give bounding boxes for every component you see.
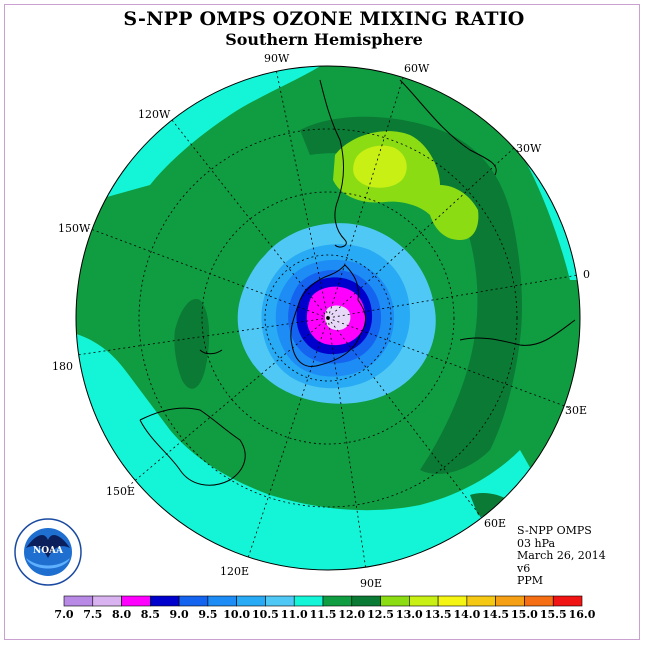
lon-label-150e: 150E [106, 485, 136, 498]
colorbar-tick-label: 8.0 [112, 608, 131, 621]
colorbar-tick-label: 15.5 [540, 608, 567, 621]
new-zealand-coast [199, 349, 223, 355]
info-instrument: S-NPP OMPS [517, 524, 592, 537]
map-title: S-NPP OMPS OZONE MIXING RATIO [123, 8, 525, 30]
meridian-180 [76, 317, 329, 356]
latitude-circle-2 [201, 191, 455, 445]
lon-label-180: 180 [52, 360, 73, 373]
colorbar-swatch [322, 595, 353, 607]
colorbar-swatch [92, 595, 122, 607]
lon-label-60e: 60E [484, 517, 507, 530]
colorbar-tick-label: 9.5 [198, 608, 217, 621]
lon-label-120w: 120W [138, 108, 171, 121]
meridian-60e [327, 317, 483, 519]
colorbar-tick-label: 11.5 [310, 608, 337, 621]
info-version: v6 [517, 561, 531, 575]
south-america-coast [319, 79, 347, 248]
colorbar-tick-label: 11.0 [281, 608, 308, 621]
colorbar-tick-label: 13.5 [425, 608, 452, 621]
colorbar-swatch [63, 595, 94, 607]
contour-13-0 [353, 145, 407, 188]
meridian-30e [327, 317, 571, 409]
lon-label-60w: 60W [404, 62, 430, 75]
africa-coast [459, 319, 576, 346]
lon-label-150w: 150W [58, 222, 91, 235]
lon-label-30w: 30W [516, 142, 542, 155]
colorbar-tick-label: 9.0 [170, 608, 189, 621]
contour-12-0-west [174, 299, 210, 389]
colorbar-tick-label: 15.0 [511, 608, 538, 621]
colorbar-swatches [63, 595, 583, 607]
cyan-region-south [76, 330, 580, 570]
antarctica-coast [290, 264, 367, 367]
lon-label-120e: 120E [220, 565, 250, 578]
lon-label-90w: 90W [264, 52, 290, 65]
colorbar-tick-label: 7.5 [83, 608, 102, 621]
meridian-150e [124, 317, 329, 490]
map-boundary [75, 65, 581, 571]
lon-label-90e: 90E [360, 577, 383, 590]
noaa-logo: NOAA [14, 518, 82, 586]
graticule [76, 68, 579, 571]
meridian-120w [171, 119, 329, 319]
meridian-90w [275, 68, 329, 319]
colorbar-swatch [293, 595, 324, 607]
meridian-0 [327, 274, 579, 319]
contour-7-5 [324, 305, 351, 331]
meridian-60w [327, 77, 404, 319]
colorbar-tick-label: 8.5 [141, 608, 160, 621]
lon-label-0: 0 [583, 268, 590, 281]
colorbar-swatch [351, 595, 381, 607]
map-subtitle: Southern Hemisphere [225, 30, 423, 49]
colorbar-swatch [495, 595, 525, 607]
meridian-30w [327, 147, 515, 319]
latitude-circle-1 [264, 254, 392, 382]
colorbar-tick-label: 14.0 [453, 608, 480, 621]
australia-coast [139, 407, 246, 486]
info-block: S-NPP OMPS 03 hPa March 26, 2014 v6 PPM [517, 524, 606, 588]
page-frame [4, 4, 640, 640]
colorbar-swatch [466, 595, 496, 607]
noaa-logo-bird [26, 534, 70, 558]
colorbar-tick-label: 13.0 [396, 608, 423, 621]
noaa-logo-wave [26, 558, 70, 569]
colorbar-tick-label: 12.0 [338, 608, 365, 621]
colorbar-swatch [380, 595, 410, 607]
colorbar-tick-label: 10.5 [252, 608, 279, 621]
colorbar-ticks: 7.0 7.5 8.0 8.5 9.0 9.5 10.0 10.5 11.0 11.5 12.0 12… [54, 608, 595, 621]
lon-label-30e: 30E [565, 404, 588, 417]
colorbar-swatch [524, 595, 554, 607]
colorbar-tick-label: 12.5 [367, 608, 394, 621]
meridian-120e [247, 317, 329, 559]
colorbar-swatch [552, 595, 583, 607]
colorbar-swatch [207, 595, 237, 607]
colorbar-swatch [409, 595, 439, 607]
info-level: 03 hPa [517, 536, 556, 550]
colorbar-tick-label: 16.0 [569, 608, 596, 621]
info-units: PPM [517, 574, 544, 587]
ozone-field [76, 66, 580, 570]
colorbar-swatch [265, 595, 295, 607]
colorbar-tick-label: 14.5 [482, 608, 509, 621]
colorbar-swatch [236, 595, 266, 607]
info-date: March 26, 2014 [517, 549, 606, 562]
colorbar-swatch [437, 595, 468, 607]
colorbar: 7.0 7.5 8.0 8.5 9.0 9.5 10.0 10.5 11.0 11.5 12.0 12… [54, 595, 596, 621]
colorbar-tick-label: 10.0 [223, 608, 250, 621]
colorbar-swatch [178, 595, 209, 607]
colorbar-swatch [150, 595, 180, 607]
colorbar-swatch [121, 595, 151, 607]
colorbar-tick-label: 7.0 [54, 608, 73, 621]
latitude-circle-3 [138, 128, 518, 508]
noaa-logo-text: NOAA [33, 546, 64, 556]
